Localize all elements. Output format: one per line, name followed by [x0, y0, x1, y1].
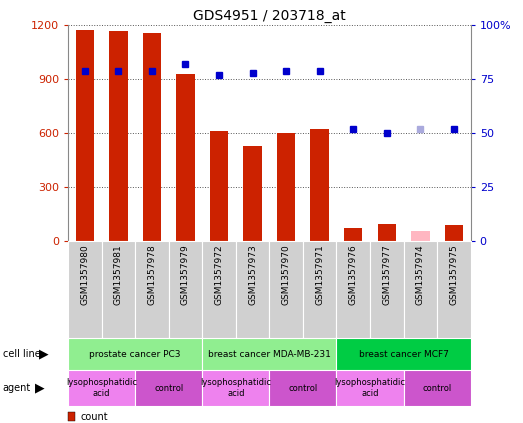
Bar	[202, 338, 336, 370]
Bar	[236, 241, 269, 338]
Bar	[68, 338, 202, 370]
Text: GSM1357980: GSM1357980	[80, 244, 89, 305]
Bar	[277, 133, 295, 241]
Bar	[202, 241, 236, 338]
Bar	[135, 370, 202, 406]
Text: GSM1357976: GSM1357976	[349, 244, 358, 305]
Text: GSM1357972: GSM1357972	[214, 244, 223, 305]
Bar	[176, 74, 195, 241]
Text: GSM1357974: GSM1357974	[416, 244, 425, 305]
Text: GSM1357970: GSM1357970	[281, 244, 291, 305]
Text: breast cancer MDA-MB-231: breast cancer MDA-MB-231	[208, 350, 331, 359]
Bar	[68, 370, 135, 406]
Bar	[269, 241, 303, 338]
Bar	[378, 224, 396, 241]
Text: GSM1357978: GSM1357978	[147, 244, 156, 305]
Bar	[336, 241, 370, 338]
Text: control: control	[154, 384, 183, 393]
Text: GSM1357979: GSM1357979	[181, 244, 190, 305]
Text: GSM1357971: GSM1357971	[315, 244, 324, 305]
Text: control: control	[288, 384, 317, 393]
Bar	[101, 241, 135, 338]
Bar	[109, 31, 128, 241]
Bar	[404, 370, 471, 406]
Bar	[75, 30, 94, 241]
Text: lysophosphatidic
acid: lysophosphatidic acid	[66, 379, 137, 398]
Bar	[68, 241, 101, 338]
Bar	[311, 129, 329, 241]
Bar	[143, 33, 161, 241]
Text: agent: agent	[3, 383, 31, 393]
Bar	[336, 370, 404, 406]
Bar	[210, 132, 228, 241]
Text: GSM1357981: GSM1357981	[114, 244, 123, 305]
Bar	[135, 241, 168, 338]
Text: ▶: ▶	[35, 382, 44, 395]
Text: GSM1357975: GSM1357975	[449, 244, 459, 305]
Text: GSM1357977: GSM1357977	[382, 244, 391, 305]
Bar	[445, 225, 463, 241]
Bar	[202, 370, 269, 406]
Bar	[336, 338, 471, 370]
Text: control: control	[423, 384, 452, 393]
Text: cell line: cell line	[3, 349, 40, 359]
Bar	[370, 241, 404, 338]
Bar	[243, 146, 262, 241]
Bar	[437, 241, 471, 338]
Bar	[344, 228, 362, 241]
Text: count: count	[81, 412, 108, 422]
Text: lysophosphatidic
acid: lysophosphatidic acid	[200, 379, 271, 398]
Text: lysophosphatidic
acid: lysophosphatidic acid	[335, 379, 405, 398]
Text: ▶: ▶	[39, 348, 49, 361]
Title: GDS4951 / 203718_at: GDS4951 / 203718_at	[193, 9, 346, 23]
Bar	[269, 370, 336, 406]
Text: breast cancer MCF7: breast cancer MCF7	[359, 350, 449, 359]
Text: GSM1357973: GSM1357973	[248, 244, 257, 305]
Bar	[411, 231, 429, 241]
Bar	[404, 241, 437, 338]
Bar	[303, 241, 336, 338]
Text: prostate cancer PC3: prostate cancer PC3	[89, 350, 181, 359]
Bar	[168, 241, 202, 338]
